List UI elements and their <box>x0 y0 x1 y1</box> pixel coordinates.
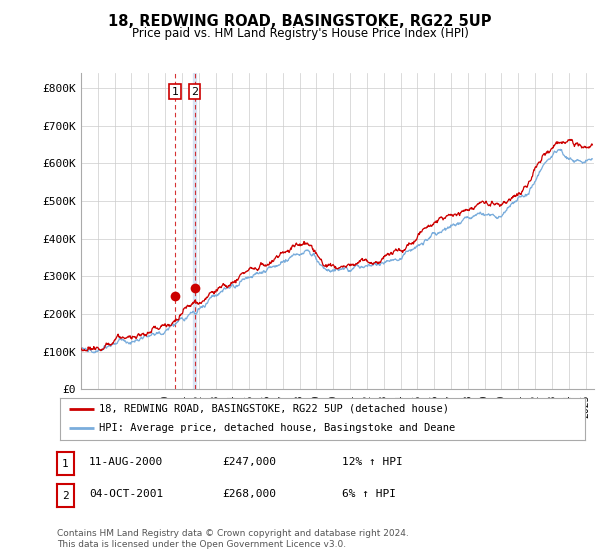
Text: HPI: Average price, detached house, Basingstoke and Deane: HPI: Average price, detached house, Basi… <box>100 423 455 433</box>
Text: £247,000: £247,000 <box>222 457 276 467</box>
Text: Price paid vs. HM Land Registry's House Price Index (HPI): Price paid vs. HM Land Registry's House … <box>131 27 469 40</box>
Text: 6% ↑ HPI: 6% ↑ HPI <box>342 489 396 499</box>
Text: 2: 2 <box>191 87 198 97</box>
Bar <box>193 73 196 389</box>
Text: 1: 1 <box>172 87 179 97</box>
Text: 18, REDWING ROAD, BASINGSTOKE, RG22 5UP (detached house): 18, REDWING ROAD, BASINGSTOKE, RG22 5UP … <box>100 404 449 414</box>
Text: 1: 1 <box>62 459 69 469</box>
Text: 2: 2 <box>62 491 69 501</box>
Text: £268,000: £268,000 <box>222 489 276 499</box>
Text: 11-AUG-2000: 11-AUG-2000 <box>89 457 163 467</box>
Text: 12% ↑ HPI: 12% ↑ HPI <box>342 457 403 467</box>
Text: 04-OCT-2001: 04-OCT-2001 <box>89 489 163 499</box>
Text: 18, REDWING ROAD, BASINGSTOKE, RG22 5UP: 18, REDWING ROAD, BASINGSTOKE, RG22 5UP <box>108 14 492 29</box>
Text: Contains HM Land Registry data © Crown copyright and database right 2024.
This d: Contains HM Land Registry data © Crown c… <box>57 529 409 549</box>
